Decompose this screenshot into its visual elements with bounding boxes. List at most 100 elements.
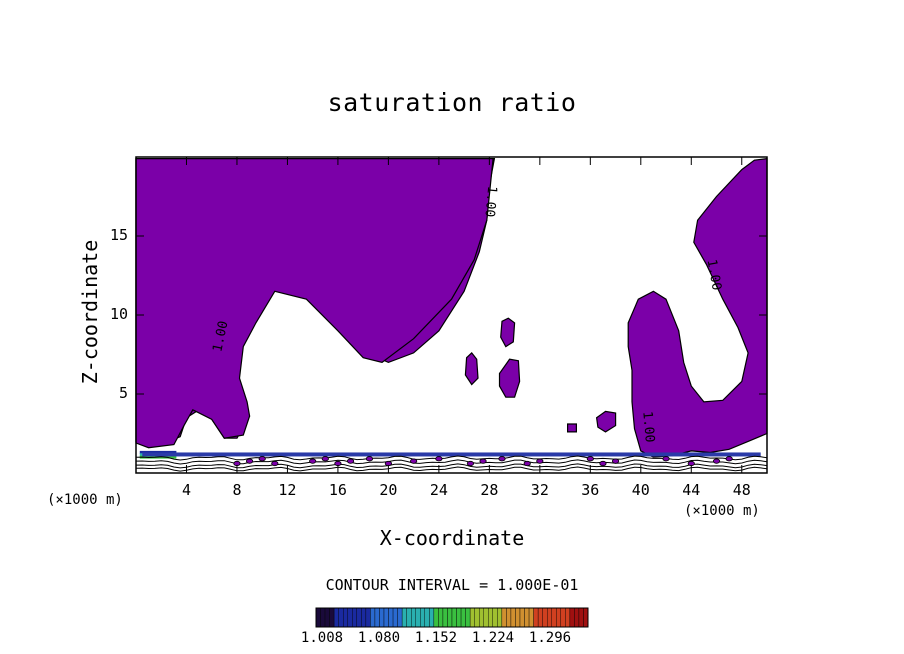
colorbar-cell (379, 607, 385, 628)
surface-speck (599, 460, 607, 467)
surface-speck (271, 460, 279, 467)
colorbar-cell (515, 607, 521, 628)
colorbar-cell (406, 607, 412, 628)
chart-title: saturation ratio (327, 88, 577, 117)
colorbar-cell (474, 607, 480, 628)
surface-contour-line (135, 459, 768, 465)
colorbar-cell (433, 607, 439, 628)
colorbar-cell (329, 607, 335, 628)
surface-speck (536, 458, 544, 464)
colorbar-cell (483, 607, 489, 628)
surface-speck (523, 460, 531, 467)
colorbar-cell (524, 607, 530, 628)
surface-contour-line (135, 466, 768, 472)
colorbar-cell (333, 607, 339, 628)
colorbar-cell (583, 607, 589, 628)
x-tick-label: 28 (480, 481, 499, 499)
colorbar-cell (469, 607, 475, 628)
colorbar-cell (411, 607, 416, 628)
colorbar-cell (506, 607, 512, 628)
y-tick-label: 15 (109, 226, 128, 244)
surface-contour-line (135, 463, 768, 469)
colorbar-cell (528, 607, 534, 628)
colorbar-cell (537, 607, 543, 628)
x-tick-label: 40 (631, 481, 650, 499)
surface-speck (611, 458, 620, 464)
surface-speck (712, 458, 721, 464)
colorbar-cell (442, 607, 448, 628)
colorbar-tick-label: 1.152 (414, 630, 458, 646)
contour-label: 1.00 (210, 320, 231, 354)
colorbar-cell (574, 607, 580, 628)
x-tick-label: 8 (232, 481, 242, 499)
colorbar-cell (460, 607, 466, 628)
region-blob-b (464, 352, 479, 386)
colorbar-cell (556, 607, 561, 628)
colorbar-cell (578, 607, 584, 628)
colorbar-cell (501, 607, 507, 628)
y-tick-label: 10 (109, 305, 128, 323)
surface-contour-line (135, 455, 768, 461)
colorbar-cell (397, 607, 403, 628)
colorbar-cell (356, 607, 362, 628)
colorbar-cell (401, 607, 407, 628)
colorbar-cell (383, 607, 389, 628)
surface-speck (321, 456, 329, 462)
surface-speck (346, 458, 355, 464)
colorbar-cell (347, 607, 353, 628)
colorbar-cell (324, 607, 330, 628)
colorbar (315, 607, 589, 628)
colorbar-tick-label: 1.224 (471, 630, 515, 646)
colorbar-tick-label: 1.080 (357, 630, 401, 646)
colorbar-cell (492, 607, 498, 628)
surface-speck (410, 458, 418, 464)
surface-speck (245, 458, 254, 464)
contour-labels: 1.00 1.00 1.00 1.00 (210, 185, 723, 443)
colorbar-cell (424, 607, 430, 628)
surface-speck (365, 456, 374, 462)
region-upper-left-block (135, 158, 494, 449)
colorbar-tick-label: 1.008 (300, 630, 344, 646)
colorbar-cell (456, 607, 462, 628)
colorbar-cell (370, 607, 376, 628)
region-blob-e (566, 423, 578, 433)
surface-speck (466, 460, 475, 467)
colorbar-cell (392, 607, 398, 628)
x-unit-label-left: (×1000 m) (47, 492, 123, 508)
surface-speck (586, 456, 594, 462)
colorbar-cell (547, 607, 552, 628)
x-tick-label: 48 (732, 481, 751, 499)
colorbar-cell (429, 607, 435, 628)
colorbar-cell (479, 607, 484, 628)
contour-interval-label: CONTOUR INTERVAL = 1.000E-01 (325, 576, 579, 594)
colorbar-cell (438, 607, 444, 628)
x-tick-label: 4 (181, 481, 191, 499)
colorbar-cell (320, 607, 326, 628)
colorbar-frame (315, 607, 589, 628)
surface-band (139, 450, 177, 454)
x-tick-label: 36 (581, 481, 600, 499)
colorbar-cell (569, 607, 575, 628)
contour-label: 1.00 (704, 258, 724, 291)
colorbar-cell (338, 607, 344, 628)
supersaturation-regions (135, 157, 768, 458)
x-unit-label-right: (×1000 m) (684, 503, 760, 519)
y-tick-label: 5 (118, 384, 128, 402)
colorbar-cell (551, 607, 557, 628)
colorbar-cell (560, 607, 566, 628)
surface-speck (479, 458, 487, 464)
x-axis-label: X-coordinate (379, 526, 525, 550)
colorbar-cell (374, 607, 380, 628)
colorbar-cell (315, 607, 321, 628)
colorbar-cell (519, 607, 525, 628)
colorbar-cell (352, 607, 357, 628)
colorbar-cell (343, 607, 348, 628)
x-tick-label: 24 (429, 481, 448, 499)
colorbar-cell (451, 607, 457, 628)
x-tick-label: 32 (530, 481, 549, 499)
colorbar-cell (361, 607, 367, 628)
colorbar-cell (465, 607, 471, 628)
contour-label: 1.00 (481, 185, 499, 218)
colorbar-cell (533, 607, 539, 628)
